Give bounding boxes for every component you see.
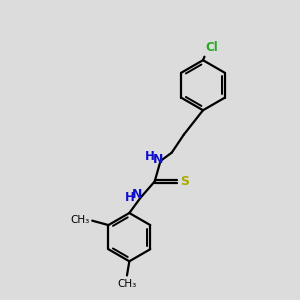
- Text: S: S: [180, 175, 189, 188]
- Text: N: N: [152, 153, 163, 166]
- Text: CH₃: CH₃: [117, 279, 136, 289]
- Text: H: H: [124, 191, 134, 204]
- Text: H: H: [144, 150, 154, 163]
- Text: N: N: [132, 188, 142, 201]
- Text: CH₃: CH₃: [70, 215, 90, 225]
- Text: Cl: Cl: [205, 41, 218, 54]
